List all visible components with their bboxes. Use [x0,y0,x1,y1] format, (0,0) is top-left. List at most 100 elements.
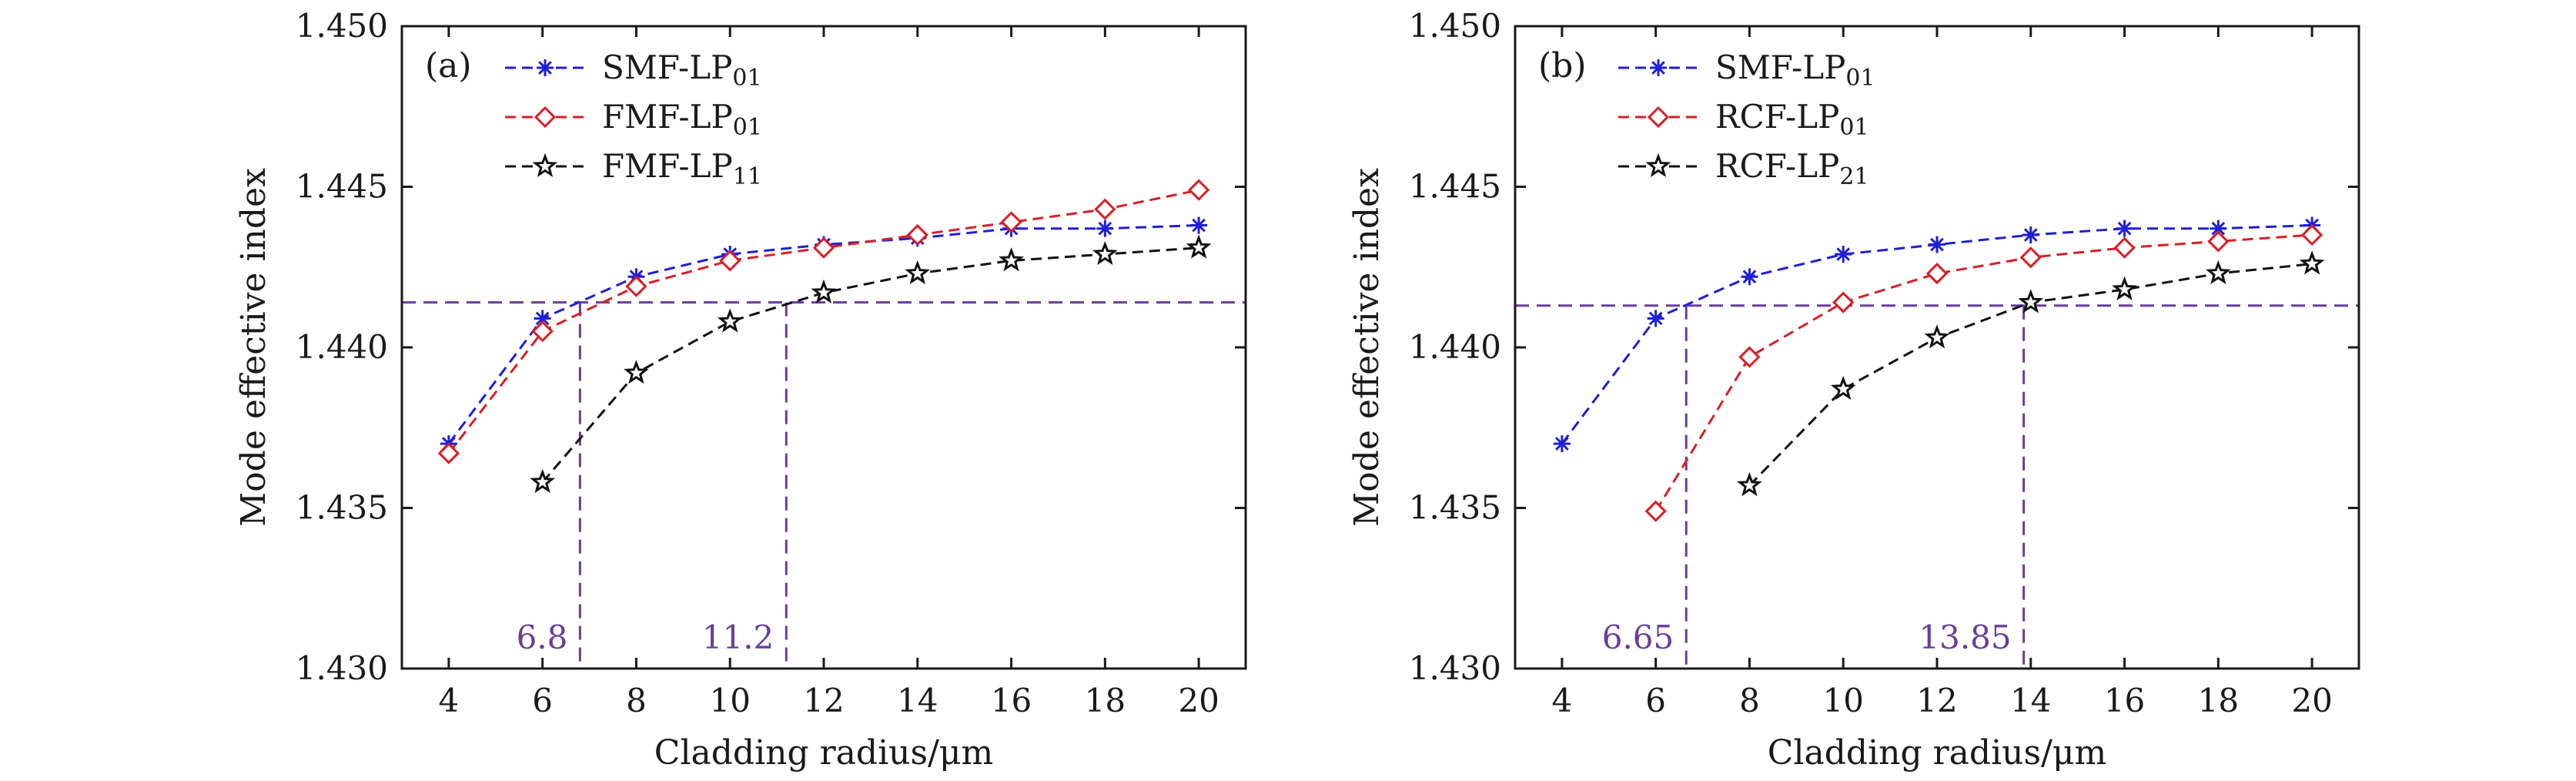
data-point [812,236,835,259]
data-point [1094,198,1116,220]
series-3 [530,234,1212,494]
data-point [2022,226,2039,244]
data-point [719,250,741,272]
x-tick-label: 12 [803,682,844,719]
legend-label-subscript: 21 [1839,163,1868,190]
x-tick-label: 4 [439,682,460,719]
x-tick-label: 10 [1822,682,1863,719]
data-point [1644,500,1667,522]
legend-label-name: SMF-LP [1715,49,1845,86]
x-tick-label: 4 [1552,682,1573,719]
y-tick-label: 1.450 [296,7,388,45]
data-point [905,260,931,285]
plot-frame [400,25,1247,670]
x-axis: 4 6 8 10 12 14 16 18 20 Cladding radius/μm [439,26,1219,773]
reference-lines: 6.8 11.2 [402,301,1246,669]
x-tick-label: 6 [1645,682,1666,719]
y-axis-title: Mode effective index [1347,168,1387,527]
x-tick-label: 8 [626,682,647,719]
x-tick-label: 16 [2104,682,2145,719]
data-point [1092,240,1118,266]
legend-marker [532,153,558,177]
panel-label: (b) [1538,46,1587,85]
legend-marker [537,59,554,76]
x-tick-label: 14 [2010,682,2051,719]
y-axis: 1.430 1.435 1.440 1.445 1.450 Mode effective … [1347,7,2359,687]
x-tick-label: 8 [1739,682,1760,719]
data-point [2207,230,2230,253]
data-point [1187,179,1210,201]
data-point [1186,234,1212,259]
x-tick-label: 20 [2291,682,2332,719]
annotation-label: 11.2 [702,618,774,656]
legend-label: RCF-LP21 [1715,147,1869,190]
y-tick-label: 1.445 [296,168,388,206]
data-point [1190,216,1208,234]
legend-label: SMF-LP01 [1715,49,1875,92]
x-tick-label: 18 [1085,682,1126,719]
series-2 [437,179,1210,464]
x-tick-label: 18 [2198,682,2239,719]
legend-label: FMF-LP11 [602,147,762,190]
y-tick-label: 1.430 [1409,649,1501,687]
legend-marker [534,106,557,129]
data-point [906,223,928,246]
y-axis: 1.430 1.435 1.440 1.445 1.450 Mode effective … [234,7,1246,687]
chart-panel-a: 6.8 11.2 4 6 8 10 12 14 16 18 20 Cladding radius/μm… [234,7,1247,773]
y-tick-label: 1.445 [1409,168,1501,206]
annotation-label: 13.85 [1919,618,2011,656]
legend-label-name: FMF-LP [602,98,733,136]
plot-frame [1514,25,2360,670]
chart-panel-b: 6.65 13.85 4 6 8 10 12 14 16 18 20 Cladding radius/… [1347,7,2360,773]
annotation-label: 6.65 [1602,618,1674,656]
legend: SMF-LP01 FMF-LP01 FMF-LP11 [505,49,762,190]
legend-label: SMF-LP01 [602,49,762,92]
legend-label-name: SMF-LP [602,49,732,86]
data-point [625,275,647,297]
series-3 [1737,250,2325,497]
data-point [1924,324,1950,349]
y-tick-label: 1.435 [1409,489,1501,527]
data-point [1830,375,1856,401]
x-tick-label: 6 [532,682,553,719]
y-tick-label: 1.430 [296,649,388,687]
legend-item: FMF-LP01 [505,98,762,141]
data-point [1000,211,1022,233]
legend-item: FMF-LP11 [505,147,762,190]
data-point [811,279,837,304]
legend-label-name: RCF-LP [1715,98,1839,136]
legend-label-name: FMF-LP [602,147,733,185]
data-point [437,442,460,464]
data-point [2299,250,2325,275]
legend-label: RCF-LP01 [1715,98,1869,141]
data-point [530,468,556,494]
data-point [2300,223,2323,246]
panel-label: (a) [425,46,472,85]
y-tick-label: 1.435 [296,489,388,527]
legend-marker [1645,153,1671,177]
data-point [2210,220,2227,237]
data-point [2113,236,2136,259]
data-point [2018,289,2044,313]
data-point [1738,346,1761,368]
data-point [999,247,1024,272]
x-tick-label: 10 [709,682,750,719]
legend-label: FMF-LP01 [602,98,762,141]
x-tick-label: 16 [991,682,1032,719]
data-point [1096,220,1114,237]
legend-marker [1650,59,1667,76]
data-point [1832,291,1855,313]
data-point [2206,260,2231,285]
reference-lines: 6.65 13.85 [1515,304,2359,669]
data-point [1835,246,1852,263]
data-point [2112,276,2137,300]
data-point [1925,262,1949,285]
legend-marker [1647,106,1670,129]
data-point [1741,268,1758,286]
series-2 [1644,223,2323,522]
y-tick-label: 1.440 [296,328,388,366]
data-point [531,320,554,343]
data-point [1553,435,1571,453]
x-axis-title: Cladding radius/μm [1768,733,2106,773]
